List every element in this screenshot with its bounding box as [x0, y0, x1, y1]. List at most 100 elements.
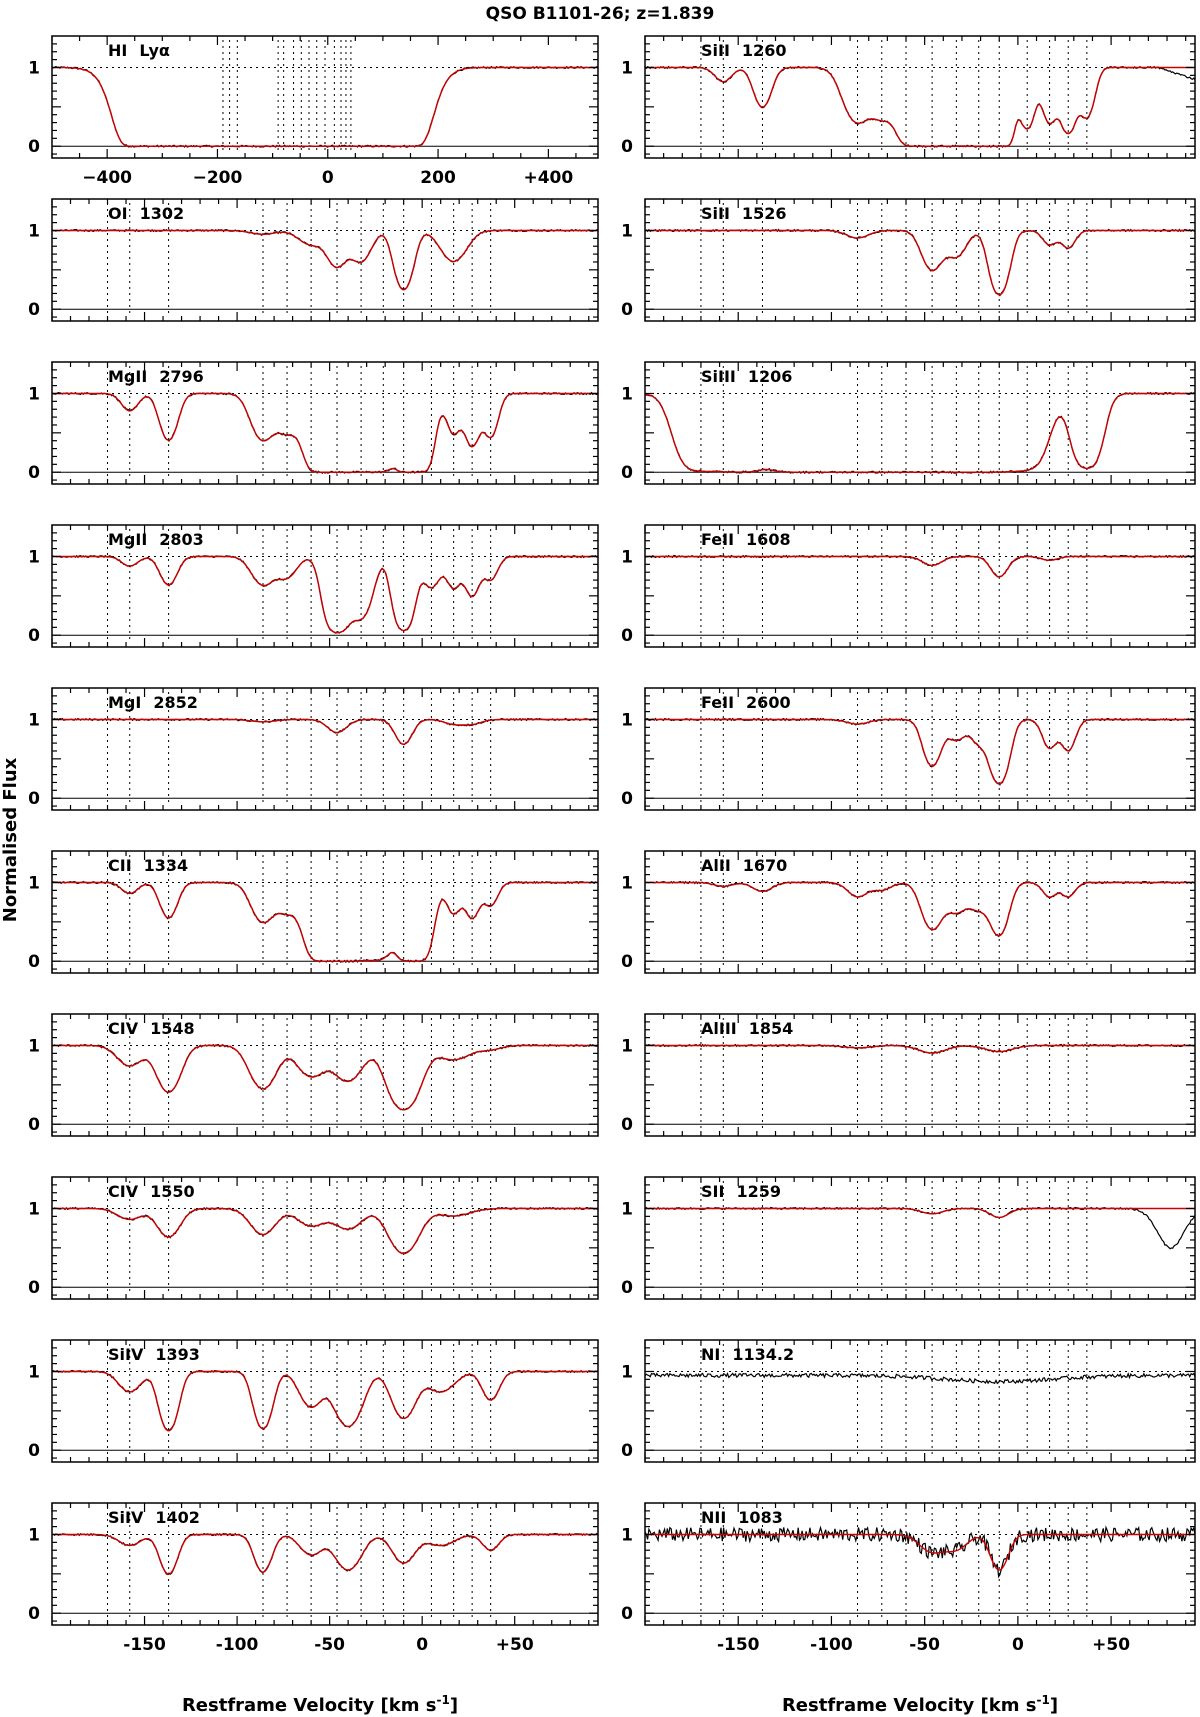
panel-cii-1334: 0 1 CII 1334 — [28, 850, 599, 974]
panel-wavelength: 1302 — [140, 204, 185, 223]
x-tick-label: 0 — [322, 168, 334, 188]
panel-frame — [644, 524, 1196, 648]
panel-wavelength: 1083 — [738, 1508, 783, 1527]
panel-siii-1526: 0 1 SiII 1526 — [621, 198, 1196, 322]
panel-frame — [51, 850, 599, 974]
x-tick-label: -50 — [909, 1635, 940, 1655]
panel-wavelength: 1670 — [743, 856, 788, 875]
panel-label: FeII 2600 — [701, 693, 791, 712]
y-tick-label: 1 — [621, 1036, 633, 1056]
x-axis-label-left-text: Restframe Velocity [km s — [182, 1695, 437, 1716]
panel-frame — [51, 1339, 599, 1463]
observed-spectrum — [52, 1369, 598, 1432]
panel-label: MgII 2796 — [108, 367, 204, 386]
y-tick-label: 0 — [621, 137, 633, 157]
y-tick-label: 0 — [621, 626, 633, 646]
y-tick-label: 1 — [28, 710, 40, 730]
panel-ion: NI — [701, 1345, 720, 1364]
panel-wavelength: 1548 — [150, 1019, 195, 1038]
x-axis-label-left-sup: -1 — [436, 1693, 449, 1707]
panel-label: CIV 1550 — [108, 1182, 195, 1201]
y-tick-label: 0 — [28, 463, 40, 483]
observed-spectrum — [52, 391, 598, 474]
panel-frame — [644, 1502, 1196, 1626]
panel-sii-1259: 0 1 SII 1259 — [621, 1176, 1196, 1300]
y-tick-label: 0 — [621, 952, 633, 972]
y-tick-label: 1 — [621, 547, 633, 567]
panel-frame — [644, 198, 1196, 322]
x-tick-label: 200 — [420, 168, 456, 188]
panel-ion: SiII — [701, 204, 730, 223]
panel-ni-1134-2: 0 1 NI 1134.2 — [621, 1339, 1196, 1463]
panel-wavelength: 2803 — [159, 530, 204, 549]
panel-label: CII 1334 — [108, 856, 188, 875]
panel-wavelength: 1608 — [746, 530, 791, 549]
panel-aliii-1854: 0 1 AlIII 1854 — [621, 1013, 1196, 1137]
model-fit — [645, 718, 1195, 785]
panel-frame — [644, 361, 1196, 485]
panel-ion: SiIII — [701, 367, 736, 386]
y-tick-label: 1 — [621, 1199, 633, 1219]
panel-frame — [51, 687, 599, 811]
panel-ion: NII — [701, 1508, 726, 1527]
observed-spectrum — [645, 1525, 1195, 1579]
model-fit — [52, 66, 598, 147]
x-tick-label: 0 — [1012, 1635, 1024, 1655]
panel-frame — [51, 361, 599, 485]
panel-ion: AlII — [701, 856, 731, 875]
x-tick-label: +50 — [496, 1635, 534, 1655]
panel-siiv-1393: 0 1 SiIV 1393 — [28, 1339, 599, 1463]
y-tick-label: 0 — [28, 1604, 40, 1624]
x-axis-label-left-close: ] — [450, 1695, 458, 1716]
panel-siiii-1206: 0 1 SiIII 1206 — [621, 361, 1196, 485]
panel-ion: SII — [701, 1182, 724, 1201]
y-tick-label: 1 — [28, 1199, 40, 1219]
y-tick-label: 0 — [621, 1115, 633, 1135]
y-tick-label: 0 — [621, 1604, 633, 1624]
panel-frame — [51, 35, 599, 159]
x-axis-label-right: Restframe Velocity [km s-1] — [782, 1693, 1058, 1716]
x-tick-label: -100 — [216, 1635, 259, 1655]
panel-wavelength: 1260 — [742, 41, 787, 60]
panel-label: SiII 1260 — [701, 41, 786, 60]
model-fit — [52, 1533, 598, 1575]
observed-spectrum — [645, 1372, 1195, 1385]
panel-wavelength: 1402 — [155, 1508, 200, 1527]
panel-frame — [644, 35, 1196, 159]
panel-frame — [644, 850, 1196, 974]
x-axis-label-right-text: Restframe Velocity [km s — [782, 1695, 1037, 1716]
panel-wavelength: 1134.2 — [732, 1345, 794, 1364]
model-fit — [52, 718, 598, 745]
panel-wavelength: Lyα — [139, 41, 170, 60]
panel-ion: HI — [108, 41, 127, 60]
y-tick-label: 0 — [28, 137, 40, 157]
panel-wavelength: 2796 — [159, 367, 204, 386]
panel-ion: OI — [108, 204, 128, 223]
panel-wavelength: 1526 — [742, 204, 787, 223]
panel-siiv-1402: 0 1 -150 -100 -50 0 +50 SiIV 1402 — [28, 1502, 599, 1655]
y-tick-label: 0 — [28, 789, 40, 809]
y-tick-label: 0 — [621, 1441, 633, 1461]
model-fit — [645, 555, 1195, 578]
y-tick-label: 0 — [28, 952, 40, 972]
y-tick-label: 0 — [28, 300, 40, 320]
panel-wavelength: 2852 — [153, 693, 198, 712]
panel-frame — [51, 524, 599, 648]
panel-ion: CIV — [108, 1019, 139, 1038]
figure-title: QSO B1101-26; z=1.839 — [486, 4, 715, 24]
panel-ion: MgI — [108, 693, 141, 712]
panel-label: CIV 1548 — [108, 1019, 195, 1038]
y-tick-label: 0 — [28, 1115, 40, 1135]
panel-frame — [644, 1176, 1196, 1300]
panel-wavelength: 1334 — [144, 856, 189, 875]
panel-label: FeII 1608 — [701, 530, 791, 549]
panel-label: NI 1134.2 — [701, 1345, 794, 1364]
panel-label: SiIV 1393 — [108, 1345, 200, 1364]
panel-mgi-2852: 0 1 MgI 2852 — [28, 687, 599, 811]
y-tick-label: 1 — [28, 1362, 40, 1382]
panel-wavelength: 1259 — [736, 1182, 781, 1201]
panel-wavelength: 2600 — [746, 693, 791, 712]
x-axis-label-left: Restframe Velocity [km s-1] — [182, 1693, 458, 1716]
x-tick-label: -150 — [123, 1635, 166, 1655]
